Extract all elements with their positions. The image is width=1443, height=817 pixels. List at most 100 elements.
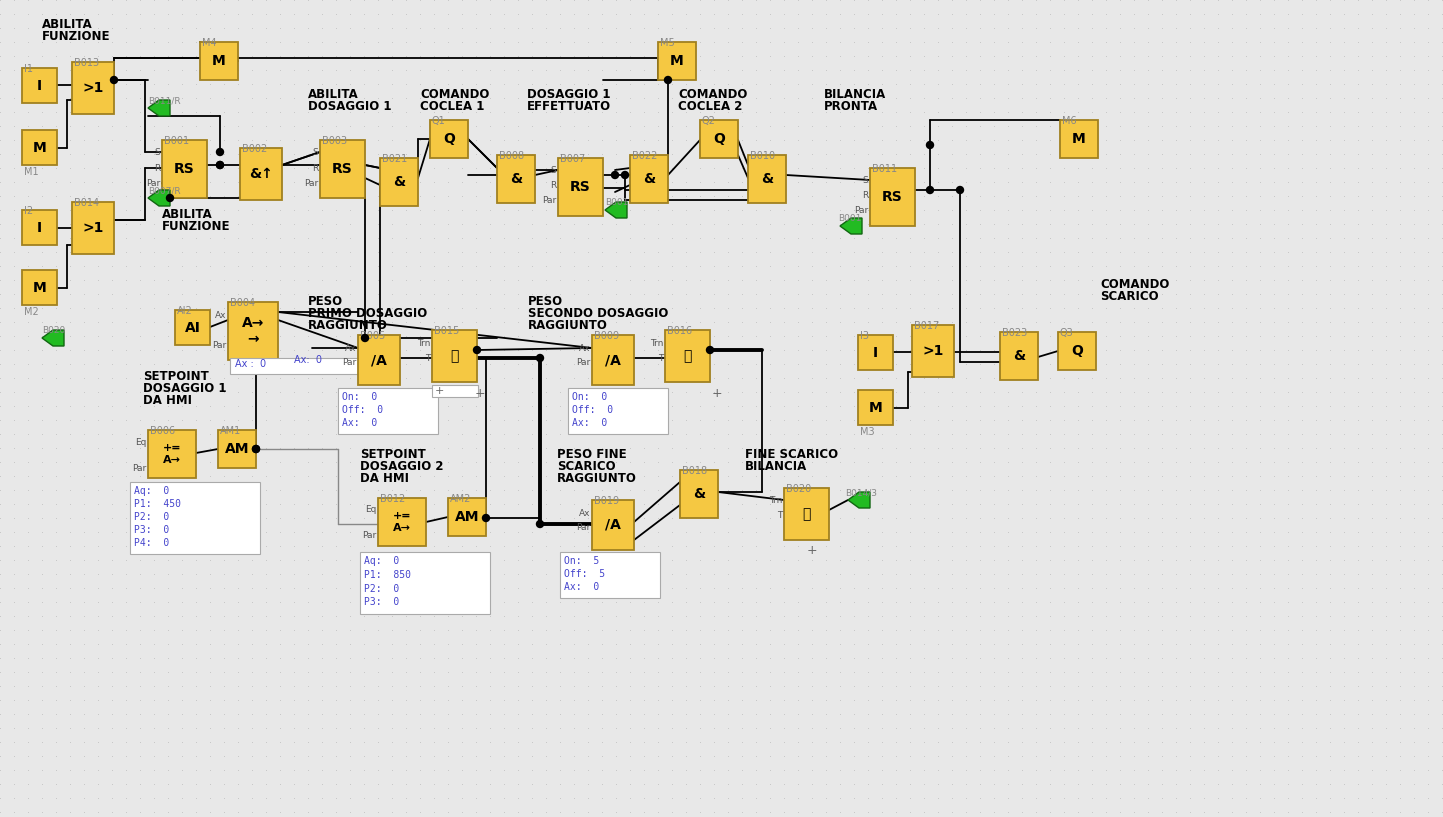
Circle shape bbox=[926, 186, 934, 194]
Text: B008: B008 bbox=[499, 151, 524, 161]
Text: B020: B020 bbox=[42, 326, 65, 335]
Circle shape bbox=[664, 77, 671, 83]
Text: Q: Q bbox=[713, 132, 724, 146]
Text: AM: AM bbox=[225, 442, 250, 456]
Text: T: T bbox=[776, 511, 782, 520]
Circle shape bbox=[537, 520, 544, 528]
Text: AM1: AM1 bbox=[219, 426, 241, 436]
Text: SETPOINT: SETPOINT bbox=[143, 370, 209, 383]
Text: B014/3: B014/3 bbox=[846, 488, 877, 497]
Circle shape bbox=[926, 141, 934, 149]
FancyBboxPatch shape bbox=[592, 500, 633, 550]
FancyBboxPatch shape bbox=[859, 390, 893, 425]
FancyBboxPatch shape bbox=[665, 330, 710, 382]
Text: B011/R: B011/R bbox=[149, 96, 180, 105]
Text: M1: M1 bbox=[25, 167, 39, 177]
Text: &↑: &↑ bbox=[250, 167, 273, 181]
Text: M3: M3 bbox=[860, 427, 874, 437]
Text: PESO: PESO bbox=[307, 295, 343, 308]
Text: &: & bbox=[392, 175, 405, 189]
Text: B018: B018 bbox=[683, 466, 707, 476]
Text: B001: B001 bbox=[605, 198, 628, 207]
Text: B021: B021 bbox=[382, 154, 407, 164]
Text: R: R bbox=[550, 181, 556, 190]
Text: ⎳: ⎳ bbox=[450, 349, 459, 363]
Text: Par: Par bbox=[854, 206, 869, 215]
Text: B020: B020 bbox=[786, 484, 811, 494]
Text: M2: M2 bbox=[25, 307, 39, 317]
Circle shape bbox=[216, 162, 224, 168]
Text: ABILITA: ABILITA bbox=[42, 18, 92, 31]
Text: +: + bbox=[434, 386, 444, 396]
Text: DOSAGGIO 1: DOSAGGIO 1 bbox=[143, 382, 227, 395]
Circle shape bbox=[622, 172, 629, 178]
Text: A→
→: A→ → bbox=[242, 316, 264, 346]
Text: I3: I3 bbox=[860, 331, 869, 341]
Text: P2:  0: P2: 0 bbox=[364, 583, 400, 594]
Text: Off:  0: Off: 0 bbox=[571, 405, 613, 415]
Text: RS: RS bbox=[570, 180, 590, 194]
Text: DOSAGGIO 1: DOSAGGIO 1 bbox=[527, 88, 610, 101]
Text: R: R bbox=[154, 163, 160, 172]
Text: B013: B013 bbox=[74, 58, 100, 68]
Text: M5: M5 bbox=[659, 38, 675, 48]
Text: B002: B002 bbox=[242, 144, 267, 154]
FancyBboxPatch shape bbox=[658, 42, 696, 80]
Text: M: M bbox=[33, 280, 46, 294]
Text: ABILITA: ABILITA bbox=[162, 208, 212, 221]
Polygon shape bbox=[848, 492, 870, 508]
FancyBboxPatch shape bbox=[560, 552, 659, 598]
Text: +: + bbox=[475, 387, 486, 400]
FancyBboxPatch shape bbox=[130, 482, 260, 554]
Text: Ax :  0: Ax : 0 bbox=[235, 359, 266, 369]
FancyBboxPatch shape bbox=[380, 158, 418, 206]
Text: Ax:  0: Ax: 0 bbox=[342, 418, 377, 428]
Text: SETPOINT: SETPOINT bbox=[359, 448, 426, 461]
FancyBboxPatch shape bbox=[72, 202, 114, 254]
Text: Trn: Trn bbox=[769, 495, 782, 505]
FancyBboxPatch shape bbox=[149, 430, 196, 478]
Text: Eq: Eq bbox=[365, 506, 377, 515]
Text: +: + bbox=[807, 544, 818, 557]
Polygon shape bbox=[605, 202, 628, 218]
Text: FUNZIONE: FUNZIONE bbox=[162, 220, 231, 233]
Text: M: M bbox=[212, 54, 227, 68]
FancyBboxPatch shape bbox=[747, 155, 786, 203]
Circle shape bbox=[473, 346, 481, 354]
FancyBboxPatch shape bbox=[631, 155, 668, 203]
Text: Par: Par bbox=[576, 358, 590, 367]
FancyBboxPatch shape bbox=[569, 388, 668, 434]
Polygon shape bbox=[42, 330, 63, 346]
Circle shape bbox=[707, 346, 713, 354]
Text: On:  0: On: 0 bbox=[571, 392, 608, 402]
Text: B015: B015 bbox=[434, 326, 459, 336]
FancyBboxPatch shape bbox=[228, 302, 278, 360]
Text: R: R bbox=[312, 163, 317, 172]
Text: B022: B022 bbox=[632, 151, 658, 161]
Polygon shape bbox=[149, 190, 170, 206]
Text: ABILITA: ABILITA bbox=[307, 88, 359, 101]
Text: Aq:  0: Aq: 0 bbox=[134, 486, 169, 496]
Text: M: M bbox=[670, 54, 684, 68]
Text: Par: Par bbox=[362, 532, 377, 541]
Text: Par: Par bbox=[212, 341, 227, 350]
Circle shape bbox=[111, 77, 117, 83]
Text: Trn: Trn bbox=[649, 338, 662, 347]
Text: Ax:  0: Ax: 0 bbox=[571, 418, 608, 428]
FancyBboxPatch shape bbox=[1000, 332, 1038, 380]
Text: Aq:  0: Aq: 0 bbox=[364, 556, 400, 566]
Text: I2: I2 bbox=[25, 206, 33, 216]
Text: RS: RS bbox=[882, 190, 903, 204]
Text: B009: B009 bbox=[595, 331, 619, 341]
Text: P1:  850: P1: 850 bbox=[364, 569, 411, 580]
Text: Eq: Eq bbox=[134, 437, 146, 447]
Text: Ax:  0: Ax: 0 bbox=[294, 355, 322, 365]
FancyBboxPatch shape bbox=[320, 140, 365, 198]
Text: I1: I1 bbox=[25, 64, 33, 74]
Text: B010: B010 bbox=[750, 151, 775, 161]
Text: &: & bbox=[760, 172, 773, 186]
Text: S: S bbox=[312, 148, 317, 157]
Text: M: M bbox=[33, 141, 46, 154]
Text: SCARICO: SCARICO bbox=[557, 460, 616, 473]
Text: PRONTA: PRONTA bbox=[824, 100, 879, 113]
